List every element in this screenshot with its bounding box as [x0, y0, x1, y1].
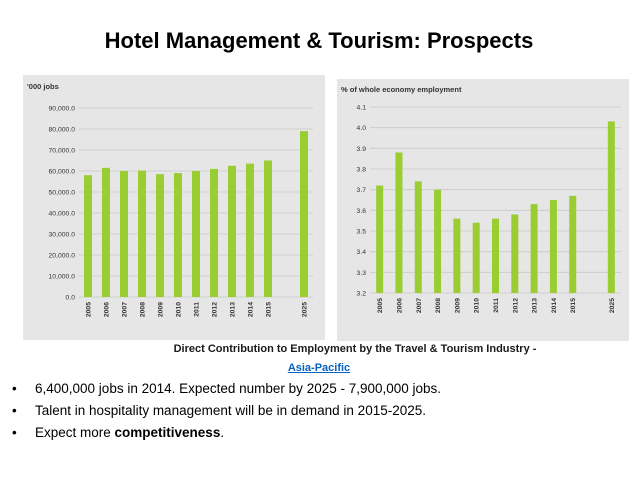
y-tick-label: 70,000.0 [49, 148, 76, 155]
x-tick-label: 2006 [396, 298, 403, 313]
y-tick-label: 3.8 [357, 167, 367, 174]
x-tick-label: 2007 [416, 298, 423, 313]
bar-2007 [414, 181, 422, 293]
bar-2006 [395, 152, 403, 293]
bar-2008 [138, 170, 146, 297]
bar-2013 [228, 165, 236, 297]
y-tick-label: 4.1 [357, 105, 367, 112]
y-tick-label: 3.9 [357, 146, 367, 153]
y-tick-label: 80,000.0 [49, 127, 76, 134]
x-tick-label: 2014 [551, 298, 558, 313]
bar-2014 [549, 200, 557, 293]
chart-caption: Direct Contribution to Employment by the… [173, 343, 537, 355]
x-tick-label: 2013 [532, 298, 539, 313]
x-tick-label: 2025 [302, 302, 309, 317]
y-tick-label: 90,000.0 [49, 106, 76, 113]
y-tick-label: 3.3 [357, 270, 367, 277]
x-tick-label: 2010 [176, 302, 183, 317]
bullet-emphasis: competitiveness [114, 425, 221, 440]
y-tick-label: 0.0 [66, 295, 76, 302]
jobs-bar-chart: '000 jobs 0.0 10,000.0 20,000.0 30,000.0 40,0… [27, 82, 313, 317]
x-tick-label: 2012 [212, 302, 219, 317]
bullet-item: • Expect more competitiveness. [12, 422, 622, 444]
x-tick-label: 2009 [158, 302, 165, 317]
bar-2007 [120, 171, 128, 297]
y-axis-unit-label: % of whole economy employment [341, 85, 462, 94]
region-link-row: Asia-Pacific [0, 362, 638, 374]
slide-title: Hotel Management & Tourism: Prospects [104, 28, 534, 53]
bullet-item: • Talent in hospitality management will … [12, 400, 622, 422]
bullet-text: Talent in hospitality management will be… [35, 403, 426, 418]
x-tick-label: 2007 [122, 302, 129, 317]
bullet-marker: • [12, 403, 17, 418]
y-tick-label: 20,000.0 [49, 253, 76, 260]
bullet-item: • 6,400,000 jobs in 2014. Expected numbe… [12, 378, 622, 400]
x-tick-label: 2009 [454, 298, 461, 313]
share-bar-chart: % of whole economy employment 3.2 3.3 3.4 3.… [341, 85, 621, 313]
bar-2011 [192, 171, 200, 297]
bullet-marker: • [12, 425, 17, 440]
bar-2015 [569, 195, 577, 293]
bar-2014 [246, 163, 254, 297]
x-tick-label: 2006 [104, 302, 111, 317]
bar-2025 [607, 121, 615, 293]
x-tick-label: 2012 [512, 298, 519, 313]
x-tick-label: 2008 [435, 298, 442, 313]
bar-2006 [102, 167, 110, 297]
bar-2009 [453, 218, 461, 293]
bullet-marker: • [12, 381, 17, 396]
x-tick-label: 2015 [266, 302, 273, 317]
y-tick-label: 3.4 [357, 249, 367, 256]
y-tick-label: 3.7 [357, 187, 367, 194]
y-tick-label: 60,000.0 [49, 169, 76, 176]
x-tick-label: 2005 [377, 298, 384, 313]
share-chart-panel: % of whole economy employment 3.2 3.3 3.4 3.… [337, 79, 629, 341]
bar-2008 [434, 189, 442, 293]
region-link[interactable]: Asia-Pacific [287, 362, 351, 374]
y-tick-label: 50,000.0 [49, 190, 76, 197]
bullet-text: Expect more [35, 425, 115, 440]
x-tick-label: 2013 [230, 302, 237, 317]
x-tick-label: 2011 [493, 298, 500, 313]
x-tick-label: 2014 [248, 302, 255, 317]
y-tick-label: 3.2 [357, 291, 367, 298]
bullet-text: 6,400,000 jobs in 2014. Expected number … [35, 381, 442, 396]
bar-2012 [210, 168, 218, 297]
x-tick-label: 2008 [140, 302, 147, 317]
y-tick-label: 4.0 [357, 125, 367, 132]
x-tick-label: 2025 [609, 298, 616, 313]
bullet-list: • 6,400,000 jobs in 2014. Expected numbe… [12, 378, 622, 444]
bar-2010 [174, 173, 182, 297]
y-tick-label: 10,000.0 [49, 274, 76, 281]
bar-2013 [530, 204, 538, 293]
bar-2011 [492, 218, 499, 293]
x-tick-label: 2011 [194, 302, 201, 317]
bar-2005 [376, 185, 384, 293]
x-tick-label: 2005 [86, 302, 93, 317]
bar-2025 [300, 131, 308, 297]
bar-2015 [264, 160, 272, 297]
x-tick-label: 2010 [474, 298, 481, 313]
bar-2012 [511, 214, 519, 293]
bar-2010 [472, 222, 480, 293]
y-tick-label: 3.6 [357, 208, 367, 215]
bullet-tail: . [220, 425, 225, 440]
y-tick-label: 30,000.0 [49, 232, 76, 239]
bar-2005 [84, 175, 92, 297]
x-tick-label: 2015 [570, 298, 577, 313]
bar-2009 [156, 174, 164, 297]
y-tick-label: 3.5 [357, 229, 367, 236]
jobs-chart-panel: '000 jobs 0.0 10,000.0 20,000.0 30,000.0 40,0… [23, 75, 325, 340]
y-axis-unit-label: '000 jobs [27, 82, 59, 91]
y-tick-label: 40,000.0 [49, 211, 76, 218]
